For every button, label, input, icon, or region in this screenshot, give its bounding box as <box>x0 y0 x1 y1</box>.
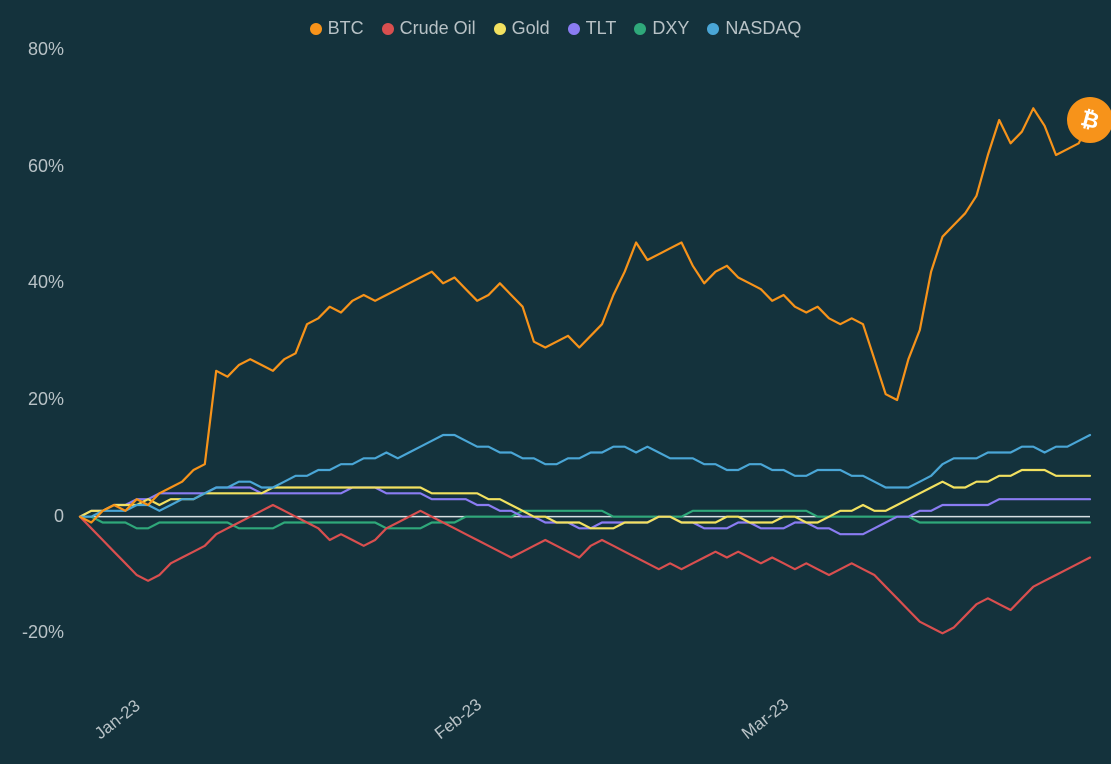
y-tick-label: 0 <box>4 506 64 527</box>
y-tick-label: 40% <box>4 272 64 293</box>
y-tick-label: 80% <box>4 39 64 60</box>
performance-chart: BTCCrude OilGoldTLTDXYNASDAQ 80%60%40%20… <box>0 0 1111 764</box>
chart-plot-area <box>0 0 1111 764</box>
y-tick-label: -20% <box>4 622 64 643</box>
series-line-gold <box>80 470 1090 528</box>
y-tick-label: 60% <box>4 156 64 177</box>
y-tick-label: 20% <box>4 389 64 410</box>
btc-icon: ₿ <box>1069 99 1111 141</box>
series-line-btc <box>80 108 1090 522</box>
series-line-nasdaq <box>80 435 1090 517</box>
